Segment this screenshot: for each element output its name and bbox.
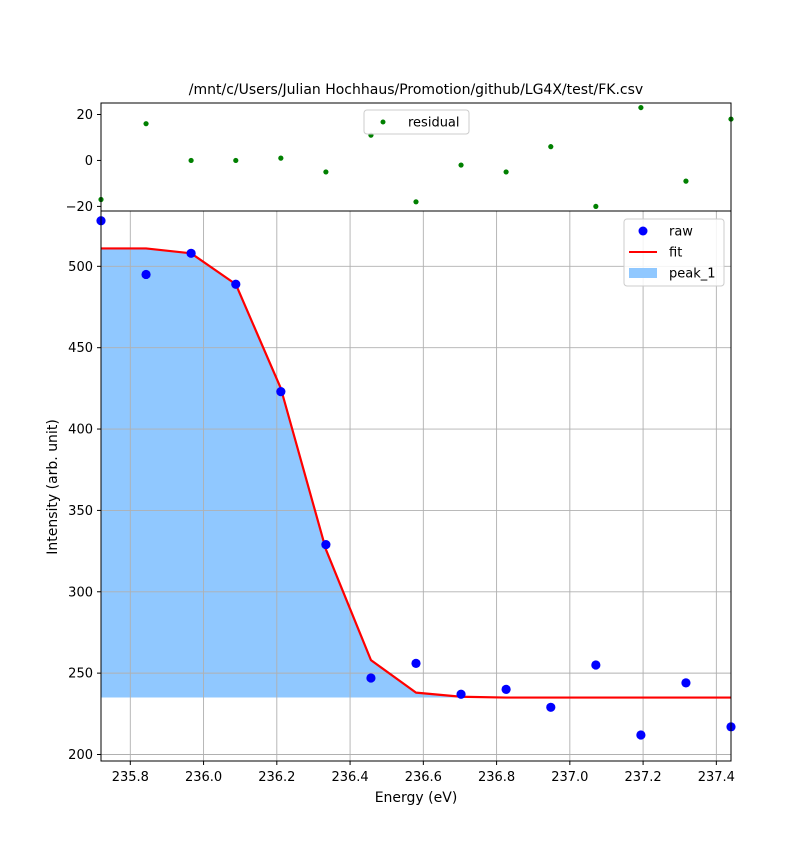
main-x-ticks: 235.8 236.0 236.2 236.4 236.6 236.8 237.0 237.2… <box>112 761 735 785</box>
y-tick-label: 350 <box>68 504 93 519</box>
main-grid <box>101 211 731 761</box>
residual-point <box>233 157 239 164</box>
raw-point <box>186 248 196 258</box>
peak-1-fill <box>101 248 731 698</box>
raw-point <box>591 660 601 670</box>
x-tick-label: 236.6 <box>405 770 442 785</box>
legend-peak-1-marker <box>629 268 657 278</box>
raw-point <box>411 658 421 668</box>
residual-point <box>413 199 419 205</box>
raw-point <box>546 702 556 712</box>
residual-point <box>323 169 329 175</box>
residual-point <box>143 121 149 127</box>
x-tick-label: 237.4 <box>698 770 735 785</box>
y-tick-label: 450 <box>68 341 93 356</box>
legend-raw-marker <box>638 226 648 236</box>
residual-y-tick-label: 20 <box>76 108 93 123</box>
main-legend: raw fit peak_1 <box>623 218 725 287</box>
x-tick-label: 236.2 <box>258 770 295 785</box>
raw-point <box>366 673 376 683</box>
x-tick-label: 237.2 <box>624 770 661 785</box>
raw-point <box>456 689 466 699</box>
legend-fit-label: fit <box>669 246 682 261</box>
residual-panel: −20 0 20 residual <box>66 102 734 215</box>
fit-line <box>101 247 731 699</box>
x-tick-label: 237.0 <box>551 770 588 785</box>
residual-legend-box <box>363 109 470 135</box>
residual-point <box>683 178 689 184</box>
raw-point <box>681 678 691 688</box>
residual-point <box>503 169 509 175</box>
fit-line-group <box>101 247 731 699</box>
x-tick-label: 236.8 <box>478 770 515 785</box>
residual-point <box>278 155 284 161</box>
residual-point <box>458 162 464 168</box>
raw-point <box>141 269 151 280</box>
peak-1-area <box>101 248 731 698</box>
chart-title: /mnt/c/Users/Julian Hochhaus/Promotion/g… <box>189 82 643 98</box>
y-tick-label: 200 <box>68 748 93 763</box>
residual-point <box>638 104 644 111</box>
residual-legend: residual <box>363 109 470 135</box>
residual-point <box>548 144 554 150</box>
raw-point <box>231 279 241 289</box>
y-tick-label: 250 <box>68 667 93 682</box>
raw-point <box>501 684 511 695</box>
legend-raw-label: raw <box>669 225 693 240</box>
residual-y-tick-label: 0 <box>85 154 93 169</box>
residual-legend-marker <box>380 119 386 125</box>
x-axis-label: Energy (eV) <box>375 790 458 806</box>
raw-point <box>636 730 646 740</box>
y-tick-label: 500 <box>68 260 93 275</box>
y-tick-label: 400 <box>68 423 93 438</box>
residual-point <box>188 157 194 164</box>
raw-point <box>276 387 286 397</box>
main-axes-frame <box>100 210 732 762</box>
main-y-ticks: 200 250 300 350 400 450 500 <box>68 260 101 763</box>
residual-point <box>593 203 599 210</box>
residual-y-tick-label: −20 <box>66 200 93 215</box>
legend-peak-1-label: peak_1 <box>669 267 716 282</box>
y-tick-label: 300 <box>68 585 93 600</box>
residual-legend-label: residual <box>408 116 460 131</box>
x-tick-label: 236.0 <box>185 770 222 785</box>
y-axis-label: Intensity (arb. unit) <box>45 419 61 555</box>
x-tick-label: 235.8 <box>112 770 149 785</box>
main-panel: 235.8 236.0 236.2 236.4 236.6 236.8 237.0 237.2… <box>45 210 736 806</box>
residual-y-ticks: −20 0 20 <box>66 108 101 215</box>
x-tick-label: 236.4 <box>331 770 368 785</box>
raw-point <box>321 539 331 550</box>
